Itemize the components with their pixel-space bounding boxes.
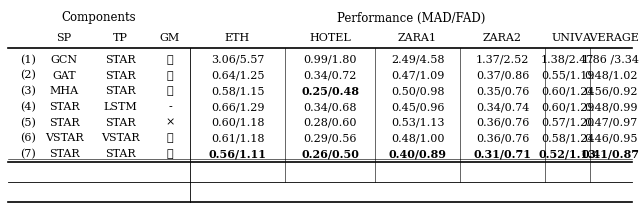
Text: (1): (1) [20,55,36,65]
Text: 0.40/0.89: 0.40/0.89 [388,149,447,160]
Text: 0.25/0.48: 0.25/0.48 [301,86,359,97]
Text: MHA: MHA [49,86,79,96]
Text: GM: GM [160,33,180,43]
Text: 0.56/1.11: 0.56/1.11 [209,149,266,160]
Text: STAR: STAR [105,71,135,81]
Text: 0.34/0.74: 0.34/0.74 [476,102,529,112]
Text: Performance (MAD/FAD): Performance (MAD/FAD) [337,12,485,25]
Text: 0.64/1.25: 0.64/1.25 [211,71,264,81]
Text: ✓: ✓ [166,86,173,96]
Text: 0.37/0.86: 0.37/0.86 [476,71,529,81]
Text: 0.45/0.96: 0.45/0.96 [391,102,444,112]
Text: ZARA2: ZARA2 [483,33,522,43]
Text: -: - [168,102,172,112]
Text: 0.36/0.76: 0.36/0.76 [476,118,529,128]
Text: ×: × [165,118,175,128]
Text: ZARA1: ZARA1 [398,33,437,43]
Text: ✓: ✓ [166,149,173,159]
Text: 0.29/0.56: 0.29/0.56 [303,133,356,143]
Text: 0.60/1.29: 0.60/1.29 [541,102,595,112]
Text: 1.38/2.47: 1.38/2.47 [541,55,594,65]
Text: 0.55/1.19: 0.55/1.19 [541,71,595,81]
Text: UNIV: UNIV [552,33,583,43]
Text: 0.58/1.15: 0.58/1.15 [211,86,264,96]
Text: 0.66/1.29: 0.66/1.29 [211,102,264,112]
Text: ✓: ✓ [166,133,173,143]
Text: STAR: STAR [105,55,135,65]
Text: 1.86 /3.34: 1.86 /3.34 [582,55,639,65]
Text: 0.34/0.68: 0.34/0.68 [303,102,356,112]
Text: 0.99/1.80: 0.99/1.80 [303,55,356,65]
Text: (3): (3) [20,86,36,96]
Text: 0.48/0.99: 0.48/0.99 [584,102,637,112]
Text: 0.57/1.20: 0.57/1.20 [541,118,594,128]
Text: STAR: STAR [105,86,135,96]
Text: 0.31/0.71: 0.31/0.71 [474,149,531,160]
Text: 0.61/1.18: 0.61/1.18 [211,133,264,143]
Text: STAR: STAR [105,149,135,159]
Text: (5): (5) [20,118,36,128]
Text: 0.46/0.95: 0.46/0.95 [584,133,637,143]
Text: AVERAGE: AVERAGE [582,33,639,43]
Text: 0.52/1.13: 0.52/1.13 [539,149,596,160]
Text: 0.35/0.76: 0.35/0.76 [476,86,529,96]
Text: TP: TP [113,33,127,43]
Text: 0.48/1.02: 0.48/1.02 [584,71,637,81]
Text: STAR: STAR [49,102,79,112]
Text: 3.06/5.57: 3.06/5.57 [211,55,264,65]
Text: SP: SP [56,33,72,43]
Text: 0.36/0.76: 0.36/0.76 [476,133,529,143]
Text: LSTM: LSTM [103,102,137,112]
Text: 0.50/0.98: 0.50/0.98 [391,86,444,96]
Text: VSTAR: VSTAR [45,133,83,143]
Text: 0.28/0.60: 0.28/0.60 [303,118,356,128]
Text: HOTEL: HOTEL [309,33,351,43]
Text: (6): (6) [20,133,36,144]
Text: (7): (7) [20,149,36,159]
Text: 0.34/0.72: 0.34/0.72 [303,71,356,81]
Text: 2.49/4.58: 2.49/4.58 [391,55,444,65]
Text: 0.41/0.87: 0.41/0.87 [582,149,640,160]
Text: 0.48/1.00: 0.48/1.00 [391,133,444,143]
Text: (4): (4) [20,102,36,112]
Text: ETH: ETH [225,33,250,43]
Text: (2): (2) [20,70,36,81]
Text: 0.26/0.50: 0.26/0.50 [301,149,359,160]
Text: 0.56/0.92: 0.56/0.92 [584,86,637,96]
Text: 0.60/1.24: 0.60/1.24 [541,86,595,96]
Text: STAR: STAR [105,118,135,128]
Text: 0.47/1.09: 0.47/1.09 [391,71,444,81]
Text: STAR: STAR [49,118,79,128]
Text: 1.37/2.52: 1.37/2.52 [476,55,529,65]
Text: 0.58/1.24: 0.58/1.24 [541,133,595,143]
Text: GAT: GAT [52,71,76,81]
Text: 0.47/0.97: 0.47/0.97 [584,118,637,128]
Text: 0.53/1.13: 0.53/1.13 [391,118,444,128]
Text: Components: Components [61,12,136,25]
Text: 0.60/1.18: 0.60/1.18 [211,118,264,128]
Text: STAR: STAR [49,149,79,159]
Text: ✓: ✓ [166,55,173,65]
Text: VSTAR: VSTAR [100,133,140,143]
Text: ✓: ✓ [166,71,173,81]
Text: GCN: GCN [51,55,77,65]
